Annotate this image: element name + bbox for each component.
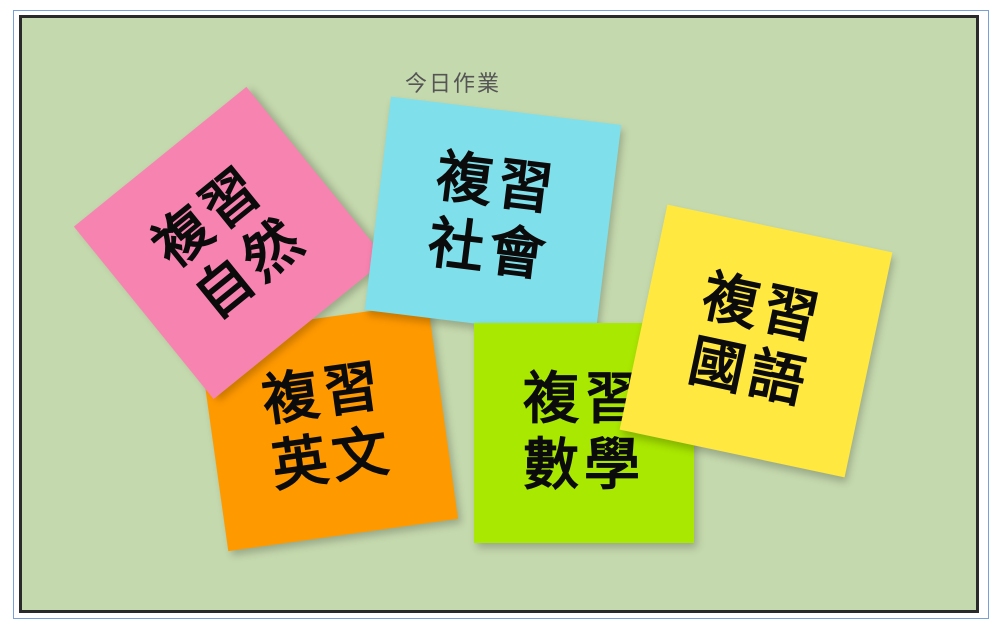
note-text: 複習 國語 <box>683 264 830 419</box>
note-line-2: 社會 <box>424 210 554 290</box>
board-title: 今日作業 <box>405 72 502 97</box>
note-text: 複習 英文 <box>258 353 397 501</box>
sticky-note-chinese[interactable]: 複習 國語 <box>619 204 893 478</box>
note-line-2: 數學 <box>523 433 645 498</box>
sticky-note-math[interactable]: 複習 數學 <box>474 323 694 543</box>
note-text: 複習 自然 <box>141 153 319 332</box>
slide-frame <box>13 10 989 619</box>
note-text: 複習 社會 <box>424 144 562 290</box>
note-text: 複習 數學 <box>523 367 645 499</box>
sticky-note-social[interactable]: 複習 社會 <box>364 96 622 339</box>
